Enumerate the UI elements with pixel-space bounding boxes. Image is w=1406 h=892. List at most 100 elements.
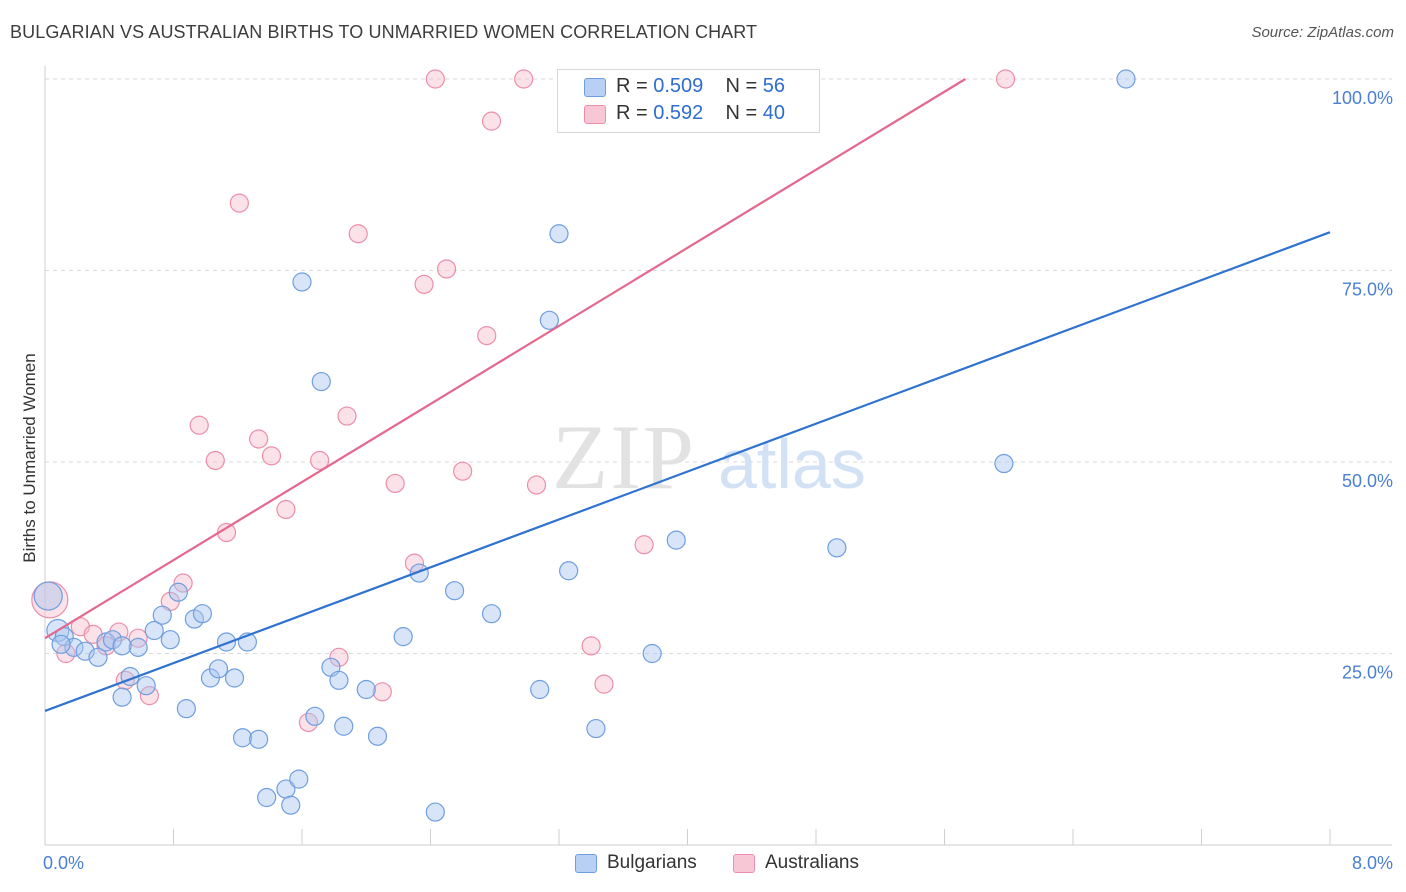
watermark-atlas: atlas xyxy=(718,425,866,503)
australian-point xyxy=(481,111,502,131)
legend-n-label: N = xyxy=(725,75,758,97)
bulgarian-point xyxy=(409,563,429,583)
legend-r-label: R = xyxy=(616,102,648,124)
australian-point xyxy=(594,674,614,694)
australian-point xyxy=(634,535,654,555)
australian-point xyxy=(414,274,434,294)
y-tick-label: 75.0% xyxy=(1342,280,1393,300)
bulgarians-trend-line xyxy=(44,231,1331,712)
bulgarian-point xyxy=(232,728,253,748)
legend-swatch-blue xyxy=(584,78,606,97)
bulgarian-point xyxy=(444,581,465,601)
bulgarian-point xyxy=(128,637,148,657)
bulgarian-point xyxy=(549,224,569,244)
bulgarian-point xyxy=(334,716,354,736)
bulgarian-point xyxy=(102,630,123,650)
bottom-legend-swatch-blue xyxy=(575,854,597,873)
legend-n-label: N = xyxy=(725,102,758,124)
australian-point xyxy=(425,69,445,89)
australian-point xyxy=(329,647,349,667)
australian-point xyxy=(249,429,269,449)
y-tick-label: 100.0% xyxy=(1332,88,1393,108)
bottom-legend-label: Australians xyxy=(765,852,859,873)
bulgarian-point xyxy=(33,581,63,611)
bulgarian-point xyxy=(356,679,376,700)
australian-point xyxy=(310,450,330,471)
bulgarian-point xyxy=(88,647,108,667)
australians-trend-line xyxy=(44,78,966,640)
bulgarian-point xyxy=(168,582,188,602)
australians-points xyxy=(31,69,1016,733)
axes xyxy=(44,66,1392,846)
legend-r-label: R = xyxy=(616,75,648,97)
bulgarian-point xyxy=(367,726,388,746)
bulgarian-point xyxy=(1116,69,1136,89)
bulgarian-point xyxy=(311,371,331,392)
bulgarian-point xyxy=(539,310,559,330)
bulgarian-point xyxy=(176,699,196,719)
bulgarian-point xyxy=(994,453,1014,474)
y-axis-label: Births to Unmarried Women xyxy=(20,353,39,562)
stats-legend: R = 0.509 N = 56 R = 0.592 N = 40 xyxy=(557,69,820,133)
bulgarian-point xyxy=(112,687,132,707)
bulgarian-point xyxy=(112,636,132,656)
tick-labels: 25.0% 50.0% 75.0% 100.0% 0.0% 8.0% xyxy=(43,88,1393,873)
bulgarian-point xyxy=(393,627,413,647)
bulgarian-point xyxy=(530,679,550,700)
bulgarian-point xyxy=(152,605,172,625)
bulgarian-point xyxy=(192,604,213,624)
australian-point xyxy=(453,461,473,481)
bulgarian-point xyxy=(481,604,502,624)
australian-point xyxy=(385,473,405,494)
australian-point xyxy=(477,326,497,346)
trend-lines xyxy=(44,78,1331,712)
y-tick-label: 50.0% xyxy=(1342,471,1393,491)
bulgarian-point xyxy=(144,620,164,641)
australian-point xyxy=(514,69,534,89)
australian-point xyxy=(189,415,209,435)
legend-r-value: 0.509 xyxy=(653,75,704,97)
bulgarians-points xyxy=(33,69,1136,822)
bulgarian-point xyxy=(136,676,156,696)
australian-point xyxy=(436,259,457,279)
bulgarian-point xyxy=(329,670,349,690)
bulgarian-point xyxy=(216,632,237,652)
australian-point xyxy=(276,499,296,520)
australian-point xyxy=(261,446,282,466)
australian-point xyxy=(337,406,357,426)
bulgarian-point xyxy=(51,634,71,654)
watermark: ZIP atlas xyxy=(552,406,866,508)
australian-point xyxy=(526,475,547,495)
bulgarian-point xyxy=(642,643,662,664)
x-tick-label: 0.0% xyxy=(43,853,84,873)
watermark-zip: ZIP xyxy=(552,406,696,508)
legend-swatch-pink xyxy=(584,105,606,124)
bulgarian-point xyxy=(281,795,301,815)
legend-n-value: 40 xyxy=(762,102,786,124)
bulgarian-point xyxy=(257,787,277,808)
australian-point xyxy=(404,553,425,573)
x-tick-label: 8.0% xyxy=(1352,853,1393,873)
chart-source: Source: ZipAtlas.com xyxy=(1251,24,1394,41)
chart-title: BULGARIAN VS AUSTRALIAN BIRTHS TO UNMARR… xyxy=(10,22,758,42)
australian-point xyxy=(205,450,225,471)
australian-point xyxy=(229,193,249,213)
legend-n-value: 56 xyxy=(762,75,786,97)
bulgarian-point xyxy=(586,718,606,739)
bulgarian-point xyxy=(289,769,309,789)
bulgarian-point xyxy=(249,729,269,749)
grid-lines xyxy=(45,78,1392,654)
bulgarian-point xyxy=(559,561,579,581)
australian-point xyxy=(348,224,368,244)
bulgarian-point xyxy=(208,659,229,679)
bulgarian-point xyxy=(305,706,325,726)
legend-r-value: 0.592 xyxy=(653,102,704,124)
bulgarian-point xyxy=(224,668,245,688)
australian-point xyxy=(581,636,601,656)
bulgarian-point xyxy=(666,530,686,550)
australian-point xyxy=(173,573,193,593)
australian-point xyxy=(995,69,1016,89)
bulgarian-point xyxy=(292,272,312,292)
bottom-legend-swatch-pink xyxy=(733,854,755,873)
